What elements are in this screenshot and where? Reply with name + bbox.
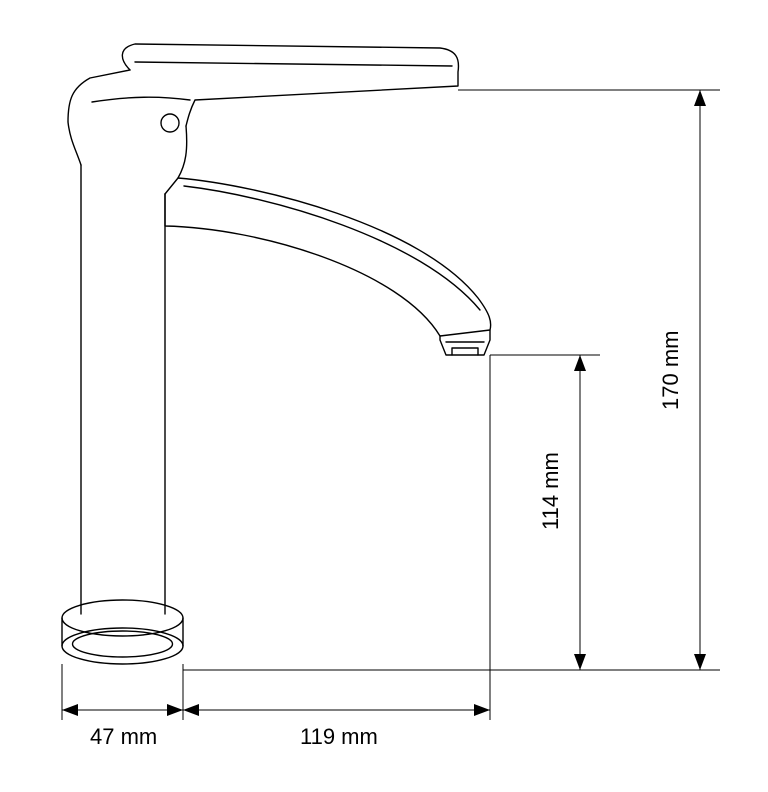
base-outer-ellipse [62,628,183,664]
arrow-114-top [574,355,586,371]
label-114: 114 mm [538,452,563,530]
arrow-119-right [474,704,490,716]
faucet-outline [62,44,491,664]
faucet-dimension-diagram: 47 mm 119 mm 114 mm 170 mm [0,0,768,792]
indicator-dot [161,114,179,132]
arrow-114-bottom [574,654,586,670]
handle-top-edge [135,62,452,66]
arrow-47-left [62,704,78,716]
spout-outline [165,178,491,336]
label-119: 119 mm [300,724,378,749]
arrow-119-left [183,704,199,716]
handle-underside [92,97,190,102]
handle-outline [122,44,458,126]
arrow-170-bottom [694,654,706,670]
dimensions: 47 mm 119 mm 114 mm 170 mm [62,90,720,749]
arrow-170-top [694,90,706,106]
body-left-contour [68,70,130,165]
label-47: 47 mm [90,724,157,749]
label-170: 170 mm [658,331,683,410]
spout-top-ridge [184,186,480,310]
aerator-inner [452,348,478,355]
body-right-upper [165,126,187,194]
arrow-47-right [167,704,183,716]
base-inner-ellipse [73,631,173,657]
